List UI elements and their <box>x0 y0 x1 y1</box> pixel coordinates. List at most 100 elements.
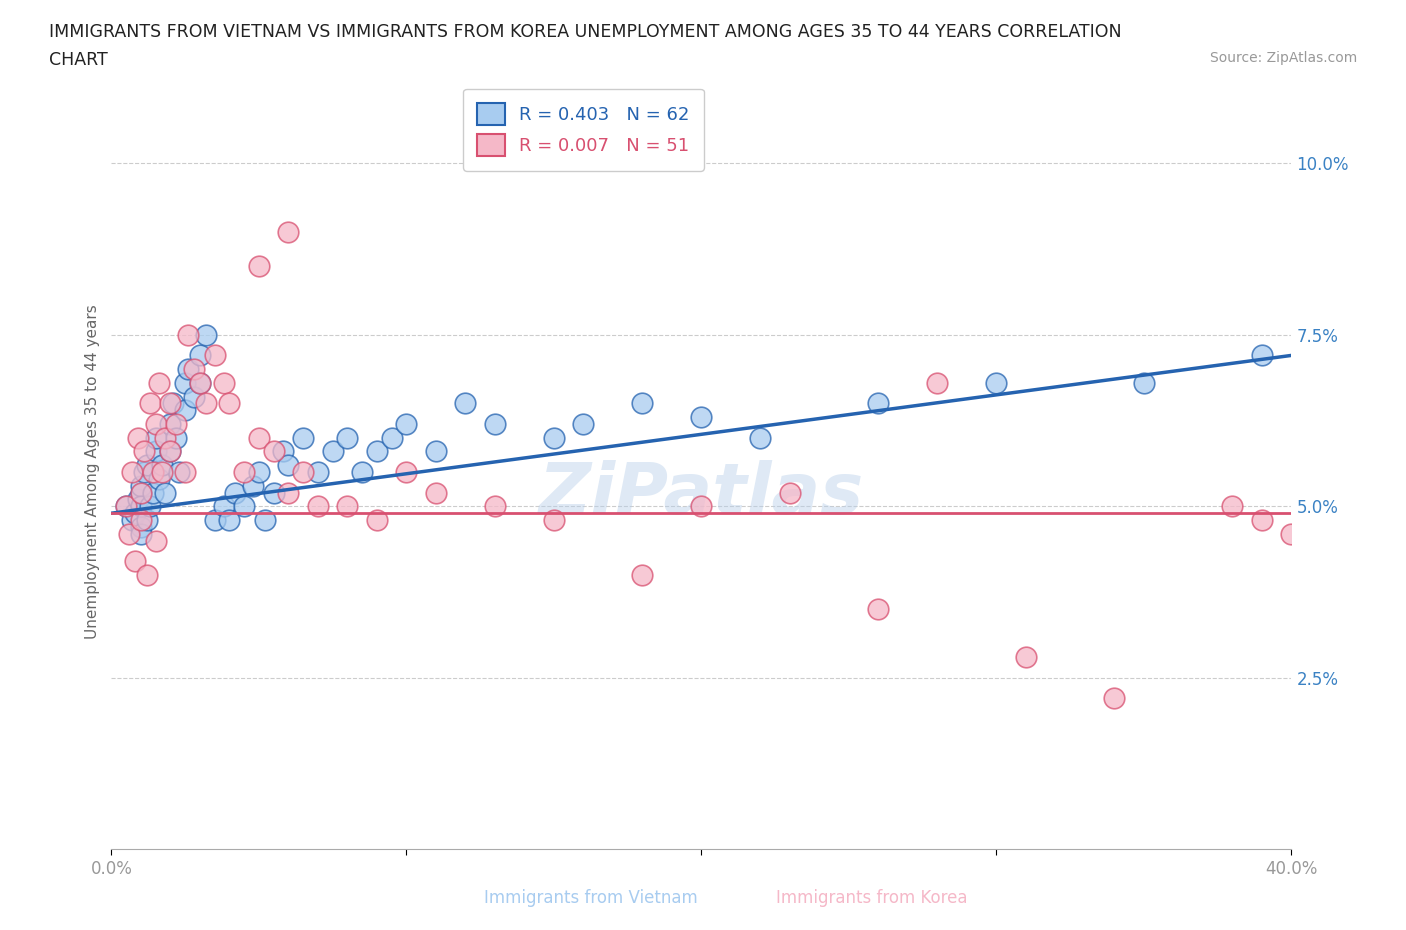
Point <box>129 485 152 500</box>
Point <box>148 472 170 486</box>
Point <box>129 498 152 513</box>
Point <box>132 444 155 458</box>
Point <box>277 224 299 239</box>
Point <box>148 376 170 391</box>
Point <box>135 458 157 472</box>
Legend: R = 0.403   N = 62, R = 0.007   N = 51: R = 0.403 N = 62, R = 0.007 N = 51 <box>463 88 704 170</box>
Point <box>366 512 388 527</box>
Point <box>263 485 285 500</box>
Point <box>177 327 200 342</box>
Point <box>292 431 315 445</box>
Point <box>183 362 205 377</box>
Point <box>779 485 801 500</box>
Point <box>174 465 197 480</box>
Point <box>233 498 256 513</box>
Text: ZiPatlas: ZiPatlas <box>538 460 865 529</box>
Point <box>159 396 181 411</box>
Point <box>212 498 235 513</box>
Point <box>115 498 138 513</box>
Point <box>121 512 143 527</box>
Point <box>381 431 404 445</box>
Point <box>183 389 205 404</box>
Point <box>132 465 155 480</box>
Point <box>204 512 226 527</box>
Point <box>139 396 162 411</box>
Point <box>162 396 184 411</box>
Point <box>135 567 157 582</box>
Point <box>218 512 240 527</box>
Point <box>277 485 299 500</box>
Point <box>454 396 477 411</box>
Text: Immigrants from Vietnam: Immigrants from Vietnam <box>484 889 697 907</box>
Point <box>543 512 565 527</box>
Point <box>145 417 167 432</box>
Point <box>194 396 217 411</box>
Point <box>352 465 374 480</box>
Point <box>124 553 146 568</box>
Point <box>690 410 713 425</box>
Point <box>263 444 285 458</box>
Point <box>139 498 162 513</box>
Point <box>484 498 506 513</box>
Point <box>425 444 447 458</box>
Point <box>150 458 173 472</box>
Point <box>1104 691 1126 706</box>
Point <box>292 465 315 480</box>
Text: IMMIGRANTS FROM VIETNAM VS IMMIGRANTS FROM KOREA UNEMPLOYMENT AMONG AGES 35 TO 4: IMMIGRANTS FROM VIETNAM VS IMMIGRANTS FR… <box>49 23 1122 41</box>
Point <box>224 485 246 500</box>
Point <box>129 512 152 527</box>
Point <box>129 520 152 535</box>
Point <box>1015 650 1038 665</box>
Point <box>233 465 256 480</box>
Point <box>336 498 359 513</box>
Point <box>395 465 418 480</box>
Point <box>165 431 187 445</box>
Point <box>135 512 157 527</box>
Point <box>395 417 418 432</box>
Text: Source: ZipAtlas.com: Source: ZipAtlas.com <box>1209 51 1357 65</box>
Point <box>543 431 565 445</box>
Point <box>121 465 143 480</box>
Point <box>174 376 197 391</box>
Point <box>1281 526 1303 541</box>
Point <box>322 444 344 458</box>
Point <box>1251 348 1274 363</box>
Point <box>631 567 654 582</box>
Point <box>242 478 264 493</box>
Point <box>336 431 359 445</box>
Point <box>194 327 217 342</box>
Point <box>277 458 299 472</box>
Point <box>690 498 713 513</box>
Point <box>271 444 294 458</box>
Point <box>153 485 176 500</box>
Point <box>188 348 211 363</box>
Point <box>129 478 152 493</box>
Point <box>212 376 235 391</box>
Point <box>127 492 149 507</box>
Point <box>165 417 187 432</box>
Point <box>247 259 270 273</box>
Point <box>253 512 276 527</box>
Point <box>366 444 388 458</box>
Text: CHART: CHART <box>49 51 108 69</box>
Point <box>145 533 167 548</box>
Point <box>204 348 226 363</box>
Point <box>247 465 270 480</box>
Point <box>307 465 329 480</box>
Point <box>927 376 949 391</box>
Point <box>145 444 167 458</box>
Point <box>218 396 240 411</box>
Point <box>159 417 181 432</box>
Point <box>159 444 181 458</box>
Point <box>749 431 772 445</box>
Point <box>115 498 138 513</box>
Point <box>188 376 211 391</box>
Point <box>118 526 141 541</box>
Text: Immigrants from Korea: Immigrants from Korea <box>776 889 967 907</box>
Point <box>153 431 176 445</box>
Point <box>145 431 167 445</box>
Point <box>631 396 654 411</box>
Point <box>124 506 146 521</box>
Point <box>129 526 152 541</box>
Point <box>425 485 447 500</box>
